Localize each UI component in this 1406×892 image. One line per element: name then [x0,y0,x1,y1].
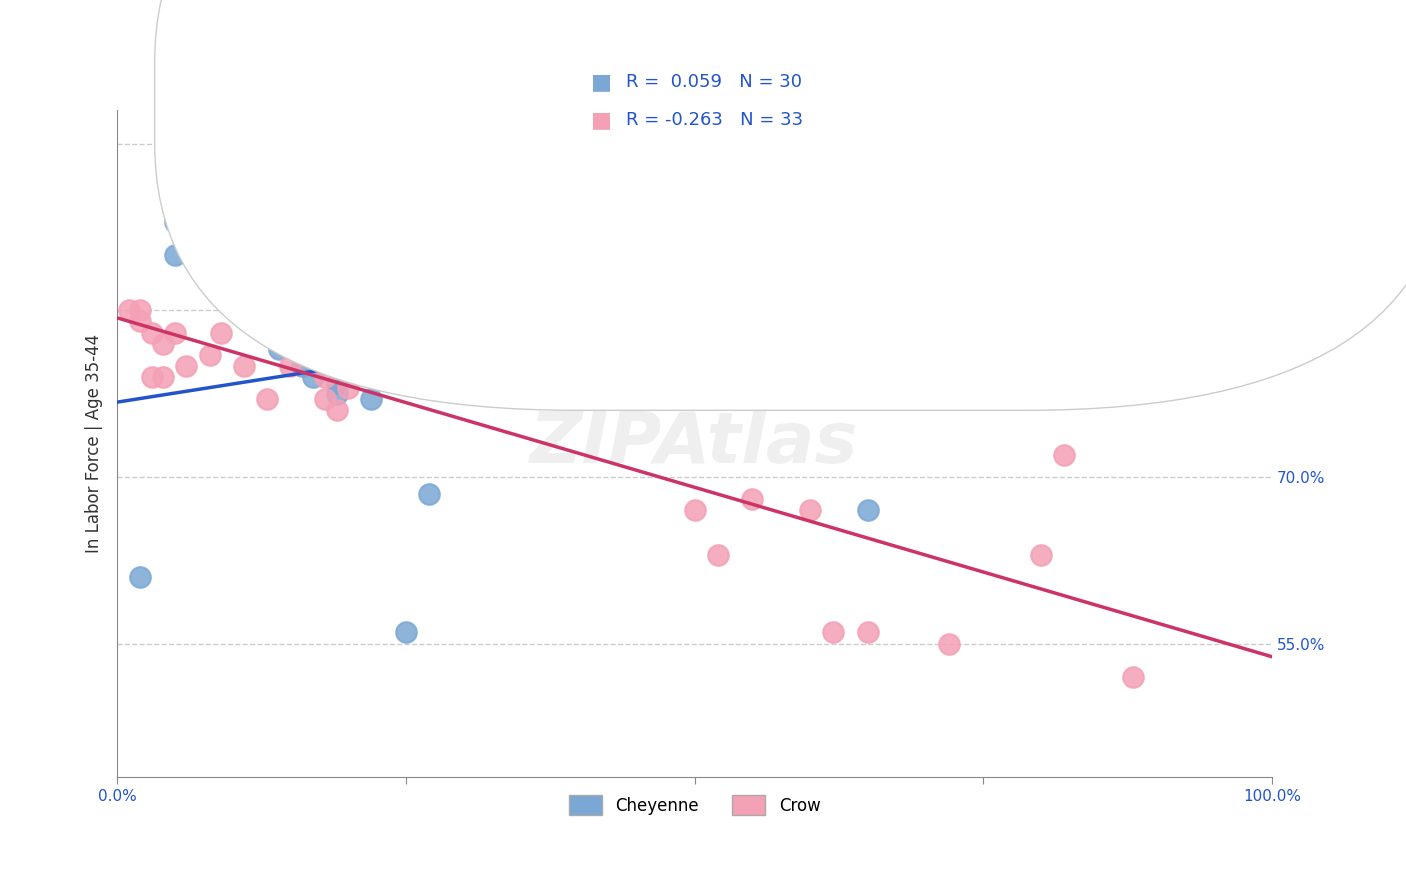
Point [325,386,347,401]
Point [1122,670,1144,684]
Point [475,336,498,351]
Point [522,336,544,351]
Point [141,326,163,340]
Text: Source: ZipAtlas.com: Source: ZipAtlas.com [1230,27,1378,41]
Point [626,336,648,351]
Point [741,492,763,507]
Point [267,343,290,357]
Point [706,548,728,562]
Point [291,359,314,373]
Point [856,503,879,517]
Point [314,392,336,407]
Legend: Cheyenne, Crow: Cheyenne, Crow [562,789,827,822]
Point [118,303,141,318]
Point [683,503,706,517]
Point [129,303,152,318]
Point [522,336,544,351]
Point [1180,136,1202,151]
Point [163,326,186,340]
Point [683,336,706,351]
Point [949,336,972,351]
Point [799,503,821,517]
Text: ZIPAtlas: ZIPAtlas [530,409,859,478]
Point [360,392,382,407]
Point [198,348,221,362]
Point [163,248,186,262]
Point [129,570,152,584]
Point [395,336,418,351]
Point [418,336,440,351]
Point [395,136,418,151]
Point [337,381,360,395]
Point [406,336,429,351]
Point [176,359,198,373]
Point [163,214,186,228]
Point [453,359,475,373]
Point [995,136,1018,151]
Point [302,343,325,357]
Point [325,403,347,417]
Point [129,314,152,328]
Text: CHEYENNE VS CROW IN LABOR FORCE | AGE 35-44 CORRELATION CHART: CHEYENNE VS CROW IN LABOR FORCE | AGE 35… [267,27,998,45]
Point [1168,136,1191,151]
Point [256,392,278,407]
Text: R =  0.059   N = 30: R = 0.059 N = 30 [626,73,801,91]
Point [141,370,163,384]
Text: ■: ■ [591,111,612,130]
Point [256,314,278,328]
Point [152,336,174,351]
Point [1029,548,1052,562]
Point [280,359,302,373]
Point [337,348,360,362]
Point [1053,448,1076,462]
Point [360,359,382,373]
Point [486,359,509,373]
Point [256,276,278,290]
Point [152,370,174,384]
Point [233,359,256,373]
Point [302,370,325,384]
Text: ■: ■ [591,72,612,92]
Point [209,326,232,340]
Point [395,625,418,640]
Point [856,625,879,640]
Point [314,370,336,384]
Text: R = -0.263   N = 33: R = -0.263 N = 33 [626,112,803,129]
Point [938,637,960,651]
Y-axis label: In Labor Force | Age 35-44: In Labor Force | Age 35-44 [86,334,103,553]
Point [325,376,347,390]
Point [823,625,845,640]
Point [499,326,522,340]
Point [314,336,336,351]
Point [418,486,440,500]
Point [349,364,371,378]
